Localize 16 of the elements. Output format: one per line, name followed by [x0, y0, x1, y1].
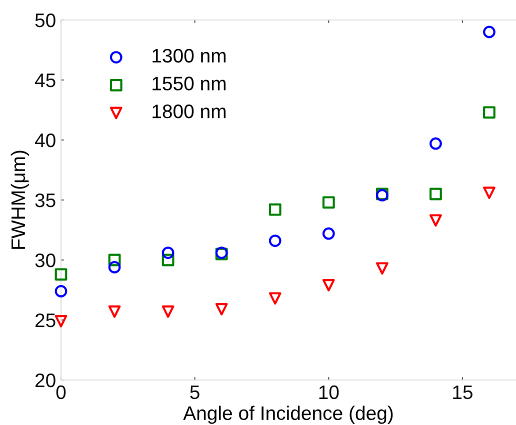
x-axis-title: Angle of Incidence (deg)	[183, 406, 393, 424]
legend-label: 1800 nm	[152, 104, 226, 118]
x-tick-label: 0	[56, 385, 66, 400]
y-axis-title: FWHM(μm)	[10, 150, 29, 249]
legend-label: 1300 nm	[152, 48, 226, 63]
y-tick-label: 20	[35, 373, 56, 388]
y-tick-label: 40	[34, 133, 56, 148]
y-tick-label: 50	[35, 13, 56, 28]
y-tick-label: 25	[35, 313, 56, 328]
y-tick-label: 35	[35, 193, 56, 208]
y-tick-label: 30	[35, 253, 56, 268]
y-tick-label: 45	[34, 74, 56, 88]
x-tick-label: 15	[453, 386, 472, 400]
legend-label: 1550 nm	[152, 76, 226, 90]
x-tick-label: 10	[319, 385, 339, 400]
x-tick-label: 5	[190, 386, 200, 400]
